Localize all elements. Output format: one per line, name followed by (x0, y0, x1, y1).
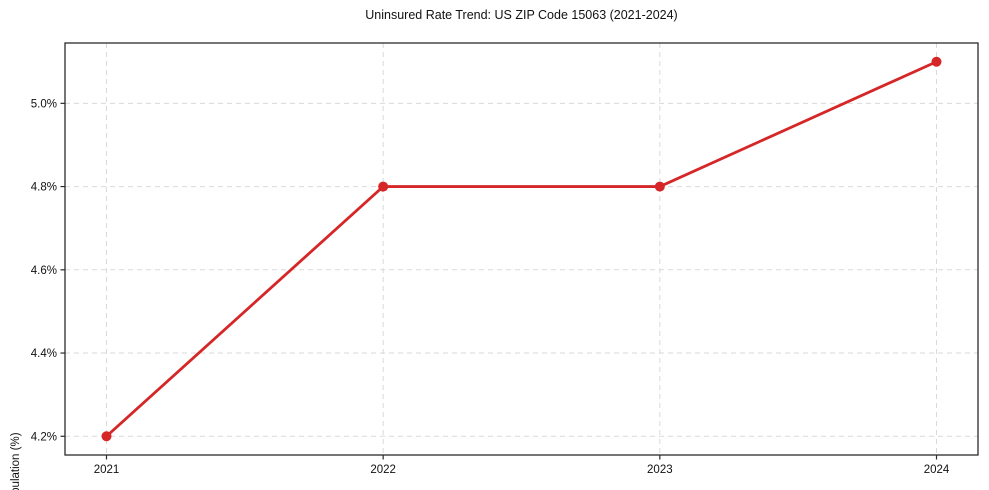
data-point-marker (654, 181, 665, 192)
chart-title: Uninsured Rate Trend: US ZIP Code 15063 … (365, 8, 678, 22)
trend-line (105, 60, 938, 438)
x-tick-label: 2023 (647, 464, 673, 476)
y-tick-label: 4.8% (31, 182, 57, 194)
y-tick-label: 4.4% (31, 348, 57, 360)
x-tick-label: 2021 (94, 464, 120, 476)
data-point-marker (931, 56, 942, 67)
data-point-marker (378, 181, 389, 192)
x-tick-label: 2024 (924, 464, 950, 476)
y-tick-label: 5.0% (31, 98, 57, 110)
x-tick-label: 2022 (370, 464, 396, 476)
y-tick-label: 4.6% (31, 265, 57, 277)
y-tick-label: 4.2% (31, 431, 57, 443)
data-point-marker (101, 431, 112, 442)
plot-border (64, 42, 979, 456)
